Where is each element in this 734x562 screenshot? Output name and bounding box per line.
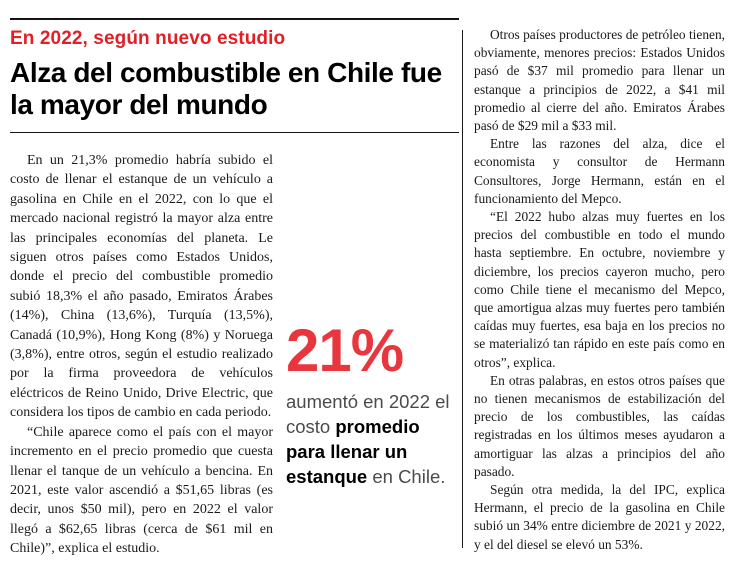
article-kicker: En 2022, según nuevo estudio — [10, 28, 286, 49]
caption-text: aumentó en 2022 el costo — [286, 391, 450, 437]
article-header-zone: En 2022, según nuevo estudio Alza del co… — [10, 18, 459, 133]
headline-rule — [10, 132, 459, 133]
body-paragraph: Entre las razones del alza, dice el econ… — [474, 136, 725, 206]
caption-text-bold: promedio para llenar un estanque — [286, 416, 420, 487]
body-paragraph: Otros países productores de petróleo tie… — [474, 27, 726, 134]
top-rule — [10, 18, 459, 20]
caption-text: en Chile. — [367, 466, 446, 487]
pull-quote-caption: aumentó en 2022 el costo promedio para l… — [286, 389, 454, 489]
right-text-column: Otros países productores de petróleo tie… — [474, 26, 725, 554]
body-paragraph: En otras palabras, en estos otros países… — [474, 372, 725, 479]
article-headline: Alza del combustible en Chile fue la may… — [10, 57, 442, 120]
body-paragraph: En un 21,3% promedio habría subido el co… — [10, 153, 273, 421]
column-divider — [462, 30, 463, 548]
pull-quote-callout: 21% aumentó en 2022 el costo promedio pa… — [286, 320, 454, 489]
body-paragraph: “El 2022 hubo alzas muy fuertes en los p… — [474, 209, 725, 370]
body-paragraph: “Chile aparece como el país con el mayor… — [10, 424, 273, 557]
body-paragraph: Según otra medida, la del IPC, explica H… — [474, 482, 725, 552]
left-text-column: En un 21,3% promedio habría subido el co… — [10, 151, 273, 559]
pull-quote-figure: 21% — [286, 317, 404, 384]
